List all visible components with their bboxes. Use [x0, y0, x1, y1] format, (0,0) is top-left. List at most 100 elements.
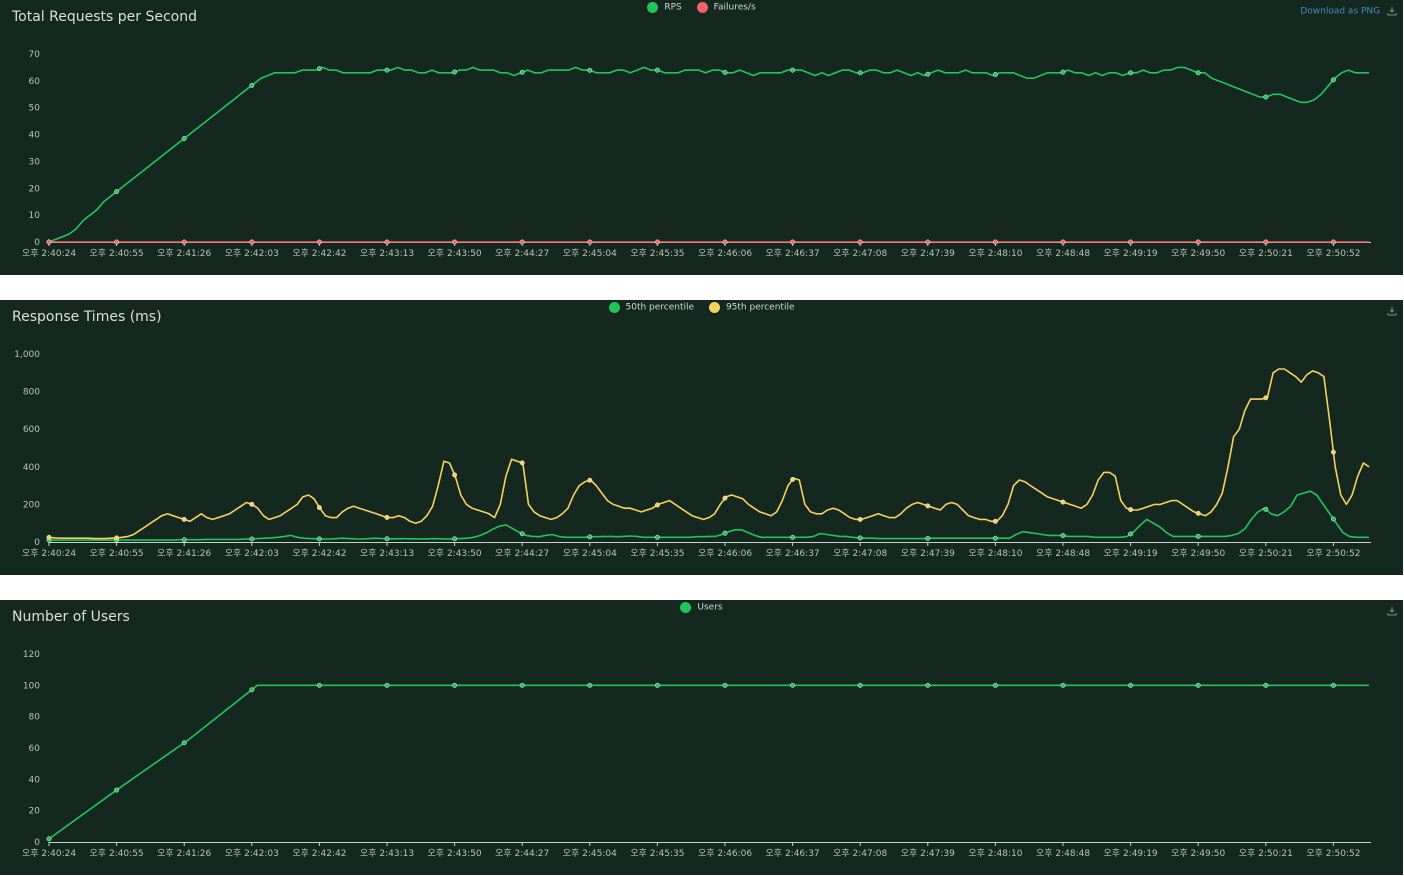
data-point-marker [384, 536, 390, 542]
data-point-marker [790, 67, 796, 73]
x-tick-label: 오후 2:50:21 [1239, 548, 1293, 559]
y-tick-label: 10 [29, 211, 41, 221]
data-point-marker [587, 477, 593, 483]
y-tick-label: 30 [29, 157, 41, 167]
data-point-marker [114, 239, 120, 245]
x-tick-label: 오후 2:48:10 [968, 848, 1022, 859]
legend-dot-icon [647, 2, 659, 13]
data-point-marker [46, 836, 52, 842]
y-tick-label: 0 [34, 238, 40, 248]
rps-chart-plot: 0 10 20 30 40 50 60 70 오후 2:40:24 오후 2:40:55 오후 2:… [22, 50, 1371, 259]
x-tick-label: 오후 2:44:27 [495, 248, 549, 259]
x-tick-label: 오후 2:43:50 [428, 848, 482, 859]
data-point-marker [587, 534, 593, 540]
data-point-marker [1128, 682, 1134, 688]
data-point-marker [316, 536, 322, 542]
legend: RPS Failures/s [0, 2, 1403, 13]
legend-item-rps[interactable]: RPS [647, 2, 682, 13]
data-point-marker [249, 687, 255, 693]
download-button[interactable] [1383, 306, 1397, 317]
data-point-marker [181, 740, 187, 746]
data-point-marker [790, 682, 796, 688]
y-tick-label: 0 [34, 838, 40, 848]
download-png-button[interactable]: Download as PNG [1300, 6, 1397, 17]
x-tick-label: 오후 2:45:35 [630, 848, 684, 859]
x-tick-label: 오후 2:41:26 [157, 548, 211, 559]
data-point-marker [722, 530, 728, 536]
data-point-marker [1195, 510, 1201, 516]
data-point-marker [925, 535, 931, 541]
y-tick-label: 50 [29, 104, 41, 114]
data-point-marker [181, 537, 187, 543]
x-tick-label: 오후 2:42:03 [225, 248, 279, 259]
y-tick-label: 400 [23, 463, 40, 473]
data-point-marker [1128, 531, 1134, 537]
x-tick-label: 오후 2:46:37 [766, 248, 820, 259]
x-tick-label: 오후 2:42:03 [225, 848, 279, 859]
data-point-marker [654, 534, 660, 540]
series-line-1 [48, 368, 1370, 540]
data-point-marker [519, 682, 525, 688]
legend-item-failures[interactable]: Failures/s [696, 2, 756, 13]
x-tick-label: 오후 2:46:06 [698, 548, 752, 559]
data-point-marker [1330, 239, 1336, 245]
data-point-marker [316, 66, 322, 72]
data-point-marker [1060, 682, 1066, 688]
x-tick-label: 오후 2:49:50 [1171, 848, 1225, 859]
download-button[interactable] [1383, 606, 1397, 617]
data-point-marker [249, 501, 255, 507]
data-point-marker [722, 682, 728, 688]
x-tick-label: 오후 2:40:24 [22, 248, 76, 259]
data-point-marker [1263, 682, 1269, 688]
response-times-panel: Response Times (ms) 50th percentile 95th… [0, 300, 1403, 575]
data-point-marker [1060, 69, 1066, 75]
x-tick-label: 오후 2:46:37 [766, 548, 820, 559]
data-point-marker [654, 502, 660, 508]
data-point-marker [790, 534, 796, 540]
x-tick-label: 오후 2:45:04 [563, 848, 617, 859]
data-point-marker [114, 787, 120, 793]
x-tick-label: 오후 2:50:21 [1239, 248, 1293, 259]
data-point-marker [587, 239, 593, 245]
y-tick-label: 40 [29, 131, 41, 141]
data-point-marker [452, 472, 458, 478]
y-tick-label: 600 [23, 425, 40, 435]
legend-item-p50[interactable]: 50th percentile [608, 302, 694, 313]
data-point-marker [316, 505, 322, 510]
chart-title: Total Requests per Second [12, 9, 197, 25]
x-tick-label: 오후 2:48:48 [1036, 848, 1090, 859]
x-tick-label: 오후 2:40:24 [22, 548, 76, 559]
x-tick-label: 오후 2:47:08 [833, 248, 887, 259]
data-point-marker [992, 682, 998, 688]
users-panel: Number of Users Users 0 20 40 60 80 100 120 오후 … [0, 600, 1403, 875]
legend-dot-icon [608, 302, 620, 313]
data-point-marker [925, 682, 931, 688]
x-tick-label: 오후 2:42:42 [292, 848, 346, 859]
y-tick-label: 800 [23, 388, 40, 398]
series-line-0 [48, 684, 1369, 840]
legend-item-users[interactable]: Users [680, 602, 723, 613]
data-point-marker [1330, 682, 1336, 688]
legend-item-p95[interactable]: 95th percentile [708, 302, 795, 313]
data-point-marker [925, 239, 931, 245]
y-tick-label: 20 [29, 184, 41, 194]
x-tick-label: 오후 2:40:55 [90, 548, 144, 559]
series-line-0 [49, 490, 1369, 541]
data-point-marker [857, 682, 863, 688]
data-point-marker [1195, 239, 1201, 245]
data-point-marker [654, 67, 660, 73]
data-point-marker [181, 516, 187, 522]
chart-title: Number of Users [12, 609, 130, 625]
y-tick-label: 0 [34, 538, 40, 548]
data-point-marker [1060, 499, 1066, 505]
x-tick-label: 오후 2:45:35 [630, 248, 684, 259]
x-tick-label: 오후 2:47:39 [901, 848, 955, 859]
x-tick-label: 오후 2:43:13 [360, 248, 414, 259]
data-point-marker [587, 682, 593, 688]
data-point-marker [857, 70, 863, 76]
data-point-marker [722, 69, 728, 75]
data-point-marker [1330, 516, 1336, 522]
x-tick-label: 오후 2:45:04 [563, 248, 617, 259]
data-point-marker [384, 239, 390, 245]
x-tick-label: 오후 2:43:50 [428, 248, 482, 259]
